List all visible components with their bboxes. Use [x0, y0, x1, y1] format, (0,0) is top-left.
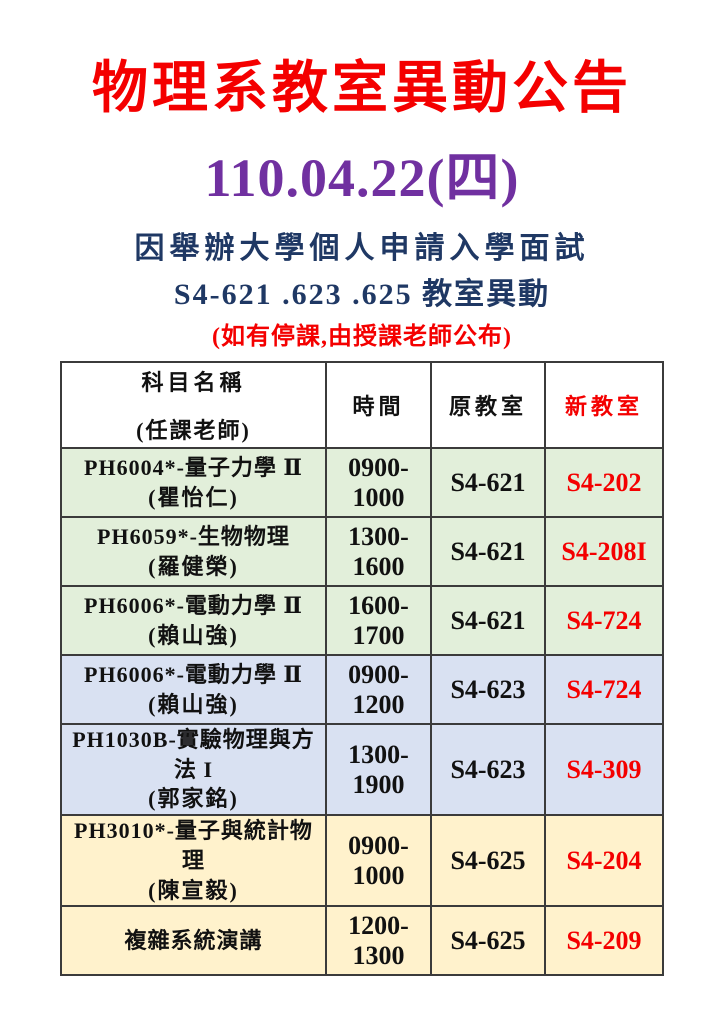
course-cell: 複雜系統演講: [60, 905, 327, 977]
time-cell: 1200-1300: [325, 905, 432, 977]
original-room-cell: S4-621: [430, 585, 546, 657]
new-room-cell: S4-209: [544, 905, 664, 977]
col-header-subject-teacher: (任課老師): [136, 418, 251, 444]
col-header-subject-name: 科目名稱: [141, 370, 246, 396]
course-cell: PH1030B-實驗物理與方法 I (郭家銘): [60, 723, 327, 817]
course-cell: PH6004*-量子力學 Ⅱ (瞿怡仁): [60, 447, 327, 519]
new-room-cell: S4-202: [544, 447, 664, 519]
table-row: PH1030B-實驗物理與方法 I (郭家銘) 1300-1900 S4-623…: [60, 723, 664, 817]
notice-date: 110.04.22(四): [204, 148, 520, 209]
time-cell: 1300-1600: [325, 516, 432, 588]
table-row: PH6006*-電動力學 Ⅱ (賴山強) 1600-1700 S4-621 S4…: [60, 585, 664, 657]
table-row: 複雜系統演講 1200-1300 S4-625 S4-209: [60, 905, 664, 977]
original-room-cell: S4-621: [430, 516, 546, 588]
teacher-name: (郭家銘): [148, 786, 239, 812]
table-row: PH6004*-量子力學 Ⅱ (瞿怡仁) 0900-1000 S4-621 S4…: [60, 447, 664, 519]
course-name: PH6006*-電動力學 Ⅱ: [84, 661, 303, 687]
table-row: PH3010*-量子與統計物理 (陳宣毅) 0900-1000 S4-625 S…: [60, 814, 664, 908]
teacher-name: (陳宣毅): [148, 877, 239, 903]
original-room-cell: S4-623: [430, 654, 546, 726]
new-room-cell: S4-724: [544, 654, 664, 726]
time-cell: 0900-1000: [325, 447, 432, 519]
subtitle-reason: 因舉辦大學個人申請入學面試: [134, 232, 590, 266]
subtitle-note: (如有停課,由授課老師公布): [212, 324, 512, 351]
new-room-cell: S4-204: [544, 814, 664, 908]
teacher-name: (賴山強): [148, 622, 239, 648]
original-room-cell: S4-625: [430, 905, 546, 977]
table-row: PH6059*-生物物理 (羅健榮) 1300-1600 S4-621 S4-2…: [60, 516, 664, 588]
course-name: 複雜系統演講: [124, 927, 263, 953]
schedule-table: 科目名稱 (任課老師) 時間 原教室 新教室 PH6004*-量子力學 Ⅱ (瞿…: [60, 361, 664, 977]
course-name: PH1030B-實驗物理與方法 I: [72, 727, 315, 782]
course-name: PH6006*-電動力學 Ⅱ: [84, 592, 303, 618]
table-header-row: 科目名稱 (任課老師) 時間 原教室 新教室: [60, 361, 664, 450]
time-cell: 1600-1700: [325, 585, 432, 657]
new-room-cell: S4-724: [544, 585, 664, 657]
table-row: PH6006*-電動力學 Ⅱ (賴山強) 0900-1200 S4-623 S4…: [60, 654, 664, 726]
teacher-name: (賴山強): [148, 691, 239, 717]
col-header-subject: 科目名稱 (任課老師): [60, 361, 327, 450]
col-header-original-room: 原教室: [430, 361, 546, 450]
course-cell: PH6006*-電動力學 Ⅱ (賴山強): [60, 654, 327, 726]
teacher-name: (羅健榮): [148, 553, 239, 579]
course-cell: PH6059*-生物物理 (羅健榮): [60, 516, 327, 588]
new-room-cell: S4-208I: [544, 516, 664, 588]
course-cell: PH6006*-電動力學 Ⅱ (賴山強): [60, 585, 327, 657]
course-cell: PH3010*-量子與統計物理 (陳宣毅): [60, 814, 327, 908]
original-room-cell: S4-623: [430, 723, 546, 817]
original-room-cell: S4-621: [430, 447, 546, 519]
original-room-cell: S4-625: [430, 814, 546, 908]
course-name: PH3010*-量子與統計物理: [74, 818, 313, 873]
time-cell: 0900-1000: [325, 814, 432, 908]
time-cell: 0900-1200: [325, 654, 432, 726]
teacher-name: (瞿怡仁): [148, 484, 239, 510]
col-header-time: 時間: [325, 361, 432, 450]
notice-title: 物理系教室異動公告: [92, 58, 632, 120]
subtitle-rooms: S4-621 .623 .625 教室異動: [173, 278, 551, 312]
col-header-new-room: 新教室: [544, 361, 664, 450]
course-name: PH6004*-量子力學 Ⅱ: [84, 454, 303, 480]
new-room-cell: S4-309: [544, 723, 664, 817]
time-cell: 1300-1900: [325, 723, 432, 817]
course-name: PH6059*-生物物理: [97, 523, 290, 549]
